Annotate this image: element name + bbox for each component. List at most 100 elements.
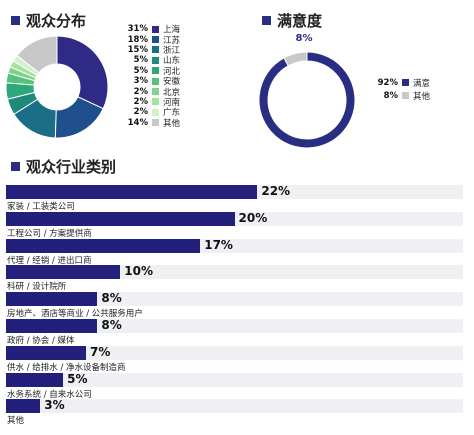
legend-percent: 5% (133, 55, 148, 66)
bar-track (6, 372, 463, 387)
audience-legend-item: 18% 江苏 (126, 34, 181, 46)
title-square-icon (262, 16, 271, 25)
legend-label: 浙江 (163, 45, 181, 56)
legend-percent: 18% (127, 34, 148, 45)
bar-value-label: 17% (204, 237, 233, 252)
legend-label: 江苏 (163, 35, 181, 46)
satisfaction-center-label: 92% (293, 114, 329, 132)
legend-percent: 14% (127, 117, 148, 128)
bar-category-label: 工程公司 / 方案提供商 (7, 228, 92, 239)
satisfaction-legend: 92% 满意 8% 其他 (376, 76, 430, 102)
satisfaction-top-label: 8% (296, 33, 313, 44)
bar (6, 238, 201, 253)
bar-value-label: 7% (89, 344, 111, 359)
legend-swatch (152, 119, 159, 127)
audience-legend-item: 2% 北京 (126, 86, 181, 98)
audience-title: 观众分布 (11, 10, 86, 31)
legend-percent: 31% (127, 24, 148, 35)
audience-legend-item: 2% 河南 (126, 96, 181, 108)
legend-percent: 5% (133, 65, 148, 76)
audience-slice (6, 91, 39, 116)
bar (6, 185, 258, 199)
bar-value-label: 22% (261, 184, 291, 198)
bar-category-label: 政府 / 协会 / 媒体 (7, 336, 75, 346)
bar-track (6, 319, 463, 333)
satisfaction-slice (258, 51, 356, 149)
legend-label: 广东 (163, 108, 181, 119)
legend-label: 上海 (163, 25, 181, 36)
bar-value-label: 5% (67, 371, 88, 386)
bar-category-label: 水务系统 / 自来水公司 (7, 389, 92, 400)
audience-legend-item: 14% 其他 (126, 117, 181, 129)
legend-label: 山东 (163, 56, 181, 67)
legend-percent: 3% (133, 76, 148, 87)
bar-value-label: 20% (238, 210, 268, 225)
bar-track (6, 399, 463, 414)
legend-label: 满意 (413, 78, 431, 89)
satisfaction-legend-item: 8% 其他 (376, 89, 430, 102)
bar (6, 399, 41, 414)
legend-label: 其他 (413, 91, 431, 102)
audience-legend-item: 31% 上海 (126, 24, 181, 36)
audience-legend-item: 5% 河北 (126, 65, 181, 77)
satisfaction-title-text: 满意度 (277, 12, 323, 30)
bar-category-label: 供水 / 给排水 / 净水设备制造商 (7, 362, 126, 373)
audience-slice (5, 82, 36, 100)
audience-legend-item: 2% 广东 (126, 107, 181, 119)
legend-percent: 8% (383, 90, 398, 101)
title-square-icon (11, 162, 20, 171)
legend-swatch (152, 56, 159, 64)
legend-swatch (152, 46, 159, 54)
legend-label: 其他 (163, 118, 181, 129)
satisfaction-legend-item: 92% 满意 (376, 76, 430, 89)
bar (6, 265, 121, 280)
bar-value-label: 10% (124, 264, 153, 279)
legend-percent: 15% (127, 44, 148, 55)
bar (6, 319, 98, 333)
legend-percent: 2% (133, 96, 148, 107)
bar (6, 372, 64, 387)
title-square-icon (11, 16, 20, 25)
legend-percent: 2% (133, 107, 148, 118)
legend-percent: 92% (377, 77, 398, 88)
bar-track (6, 345, 463, 360)
audience-legend: 31% 上海 18% 江苏 15% 浙江 5% 山东 5% 河北 3% 安徽 2% 北京 2% 河南 2% 广东 1… (126, 24, 181, 129)
legend-swatch (152, 88, 159, 96)
bar-category-label: 房地产、酒店等商业 / 公共服务用户 (7, 309, 143, 320)
bar-value-label: 8% (101, 318, 122, 332)
audience-legend-item: 3% 安徽 (126, 76, 181, 88)
legend-label: 北京 (163, 87, 181, 98)
satisfaction-title: 满意度 (262, 10, 322, 31)
legend-swatch (152, 108, 159, 116)
bar-category-label: 家装 / 工装类公司 (7, 202, 75, 212)
legend-swatch (402, 92, 409, 99)
legend-swatch (152, 25, 159, 33)
bar-track (6, 265, 463, 280)
legend-swatch (152, 36, 159, 44)
industry-title-text: 观众行业类别 (26, 158, 117, 176)
legend-swatch (152, 77, 159, 85)
audience-slice (56, 35, 109, 110)
bar-category-label: 其他 (7, 416, 25, 427)
audience-slice (54, 96, 104, 139)
legend-label: 河南 (163, 97, 181, 108)
legend-percent: 2% (133, 86, 148, 97)
legend-label: 安徽 (163, 77, 181, 88)
audience-donut-chart (5, 35, 109, 139)
legend-swatch (152, 67, 159, 75)
bar (6, 292, 98, 307)
audience-legend-item: 15% 浙江 (126, 44, 181, 56)
audience-slice (13, 98, 57, 139)
audience-legend-item: 5% 山东 (126, 55, 181, 67)
bar-value-label: 3% (44, 398, 65, 413)
legend-label: 河北 (163, 66, 181, 77)
legend-swatch (402, 79, 409, 86)
bar-category-label: 科研 / 设计院所 (7, 282, 67, 293)
bar (6, 345, 86, 360)
satisfaction-donut-chart: 8% 92% (258, 33, 356, 149)
legend-swatch (152, 98, 159, 106)
audience-title-text: 观众分布 (26, 12, 87, 30)
bar-category-label: 代理 / 经销 / 进出口商 (7, 255, 92, 266)
bar-track (6, 292, 463, 307)
industry-title: 观众行业类别 (11, 156, 116, 177)
